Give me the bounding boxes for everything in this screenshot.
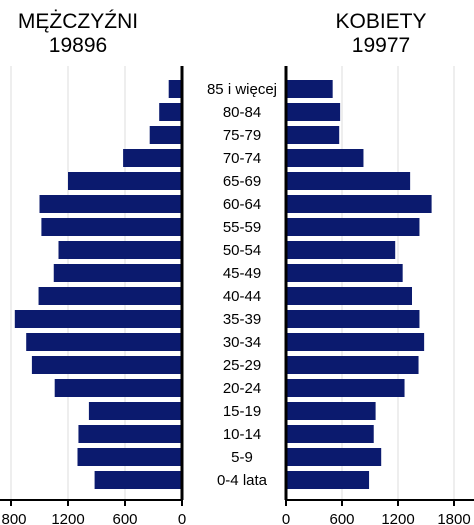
female-bar (286, 310, 420, 328)
age-group-label: 70-74 (223, 150, 261, 167)
female-header: KOBIETY 19977 (288, 10, 474, 58)
male-bar (68, 172, 182, 190)
male-bar (14, 310, 182, 328)
male-tick-label: 0 (178, 511, 186, 525)
female-title: KOBIETY (335, 10, 427, 33)
male-bar (41, 218, 183, 236)
female-bar (286, 471, 370, 489)
female-tick-label: 0 (282, 511, 290, 525)
age-group-label: 35-39 (223, 311, 261, 328)
age-group-label: 60-64 (223, 196, 261, 213)
male-bar (94, 471, 182, 489)
male-bar (168, 80, 182, 98)
age-group-label: 0-4 lata (217, 472, 268, 489)
female-tick-label: 1200 (381, 511, 414, 525)
female-tick-label: 600 (329, 511, 354, 525)
age-group-label: 10-14 (223, 426, 261, 443)
male-bar (54, 379, 183, 397)
female-bar (286, 264, 403, 282)
female-total: 19977 (351, 34, 411, 57)
male-bar (149, 126, 182, 144)
male-title: MĘŻCZYŹNI (17, 10, 139, 33)
female-tick-label: 1800 (437, 511, 470, 525)
male-header: MĘŻCZYŹNI 19896 (0, 10, 156, 58)
female-bar (286, 149, 364, 167)
female-bar (286, 126, 340, 144)
age-group-label: 55-59 (223, 219, 261, 236)
female-bar (286, 103, 341, 121)
male-bar (78, 425, 182, 443)
female-bar (286, 379, 405, 397)
age-group-label: 20-24 (223, 380, 261, 397)
age-group-label: 45-49 (223, 265, 261, 282)
male-bar (31, 356, 183, 374)
female-bar (286, 402, 376, 420)
age-group-label: 80-84 (223, 104, 261, 121)
age-group-label: 50-54 (223, 242, 261, 259)
male-bar (123, 149, 182, 167)
male-tick-label: 600 (112, 511, 137, 525)
age-group-label: 15-19 (223, 403, 261, 420)
age-group-label: 85 i więcej (207, 81, 277, 98)
female-bar (286, 425, 374, 443)
male-tick-label: 800 (1, 511, 26, 525)
female-bar (286, 195, 432, 213)
male-tick-label: 1200 (51, 511, 84, 525)
male-total: 19896 (48, 34, 108, 57)
male-bar (77, 448, 182, 466)
female-bar (286, 287, 412, 305)
male-bar (39, 195, 182, 213)
male-bar (159, 103, 182, 121)
female-bar (286, 172, 411, 190)
age-group-label: 25-29 (223, 357, 261, 374)
male-bar (88, 402, 182, 420)
age-group-label: 65-69 (223, 173, 261, 190)
male-bar (26, 333, 183, 351)
female-bar (286, 356, 419, 374)
female-bar (286, 241, 396, 259)
male-bar (38, 287, 182, 305)
age-group-label: 5-9 (231, 449, 253, 466)
male-bar (53, 264, 182, 282)
female-bar (286, 333, 425, 351)
female-bar (286, 218, 420, 236)
age-group-label: 30-34 (223, 334, 261, 351)
female-bar (286, 448, 382, 466)
age-group-label: 40-44 (223, 288, 261, 305)
female-bar (286, 80, 333, 98)
male-bar (58, 241, 182, 259)
age-group-label: 75-79 (223, 127, 261, 144)
